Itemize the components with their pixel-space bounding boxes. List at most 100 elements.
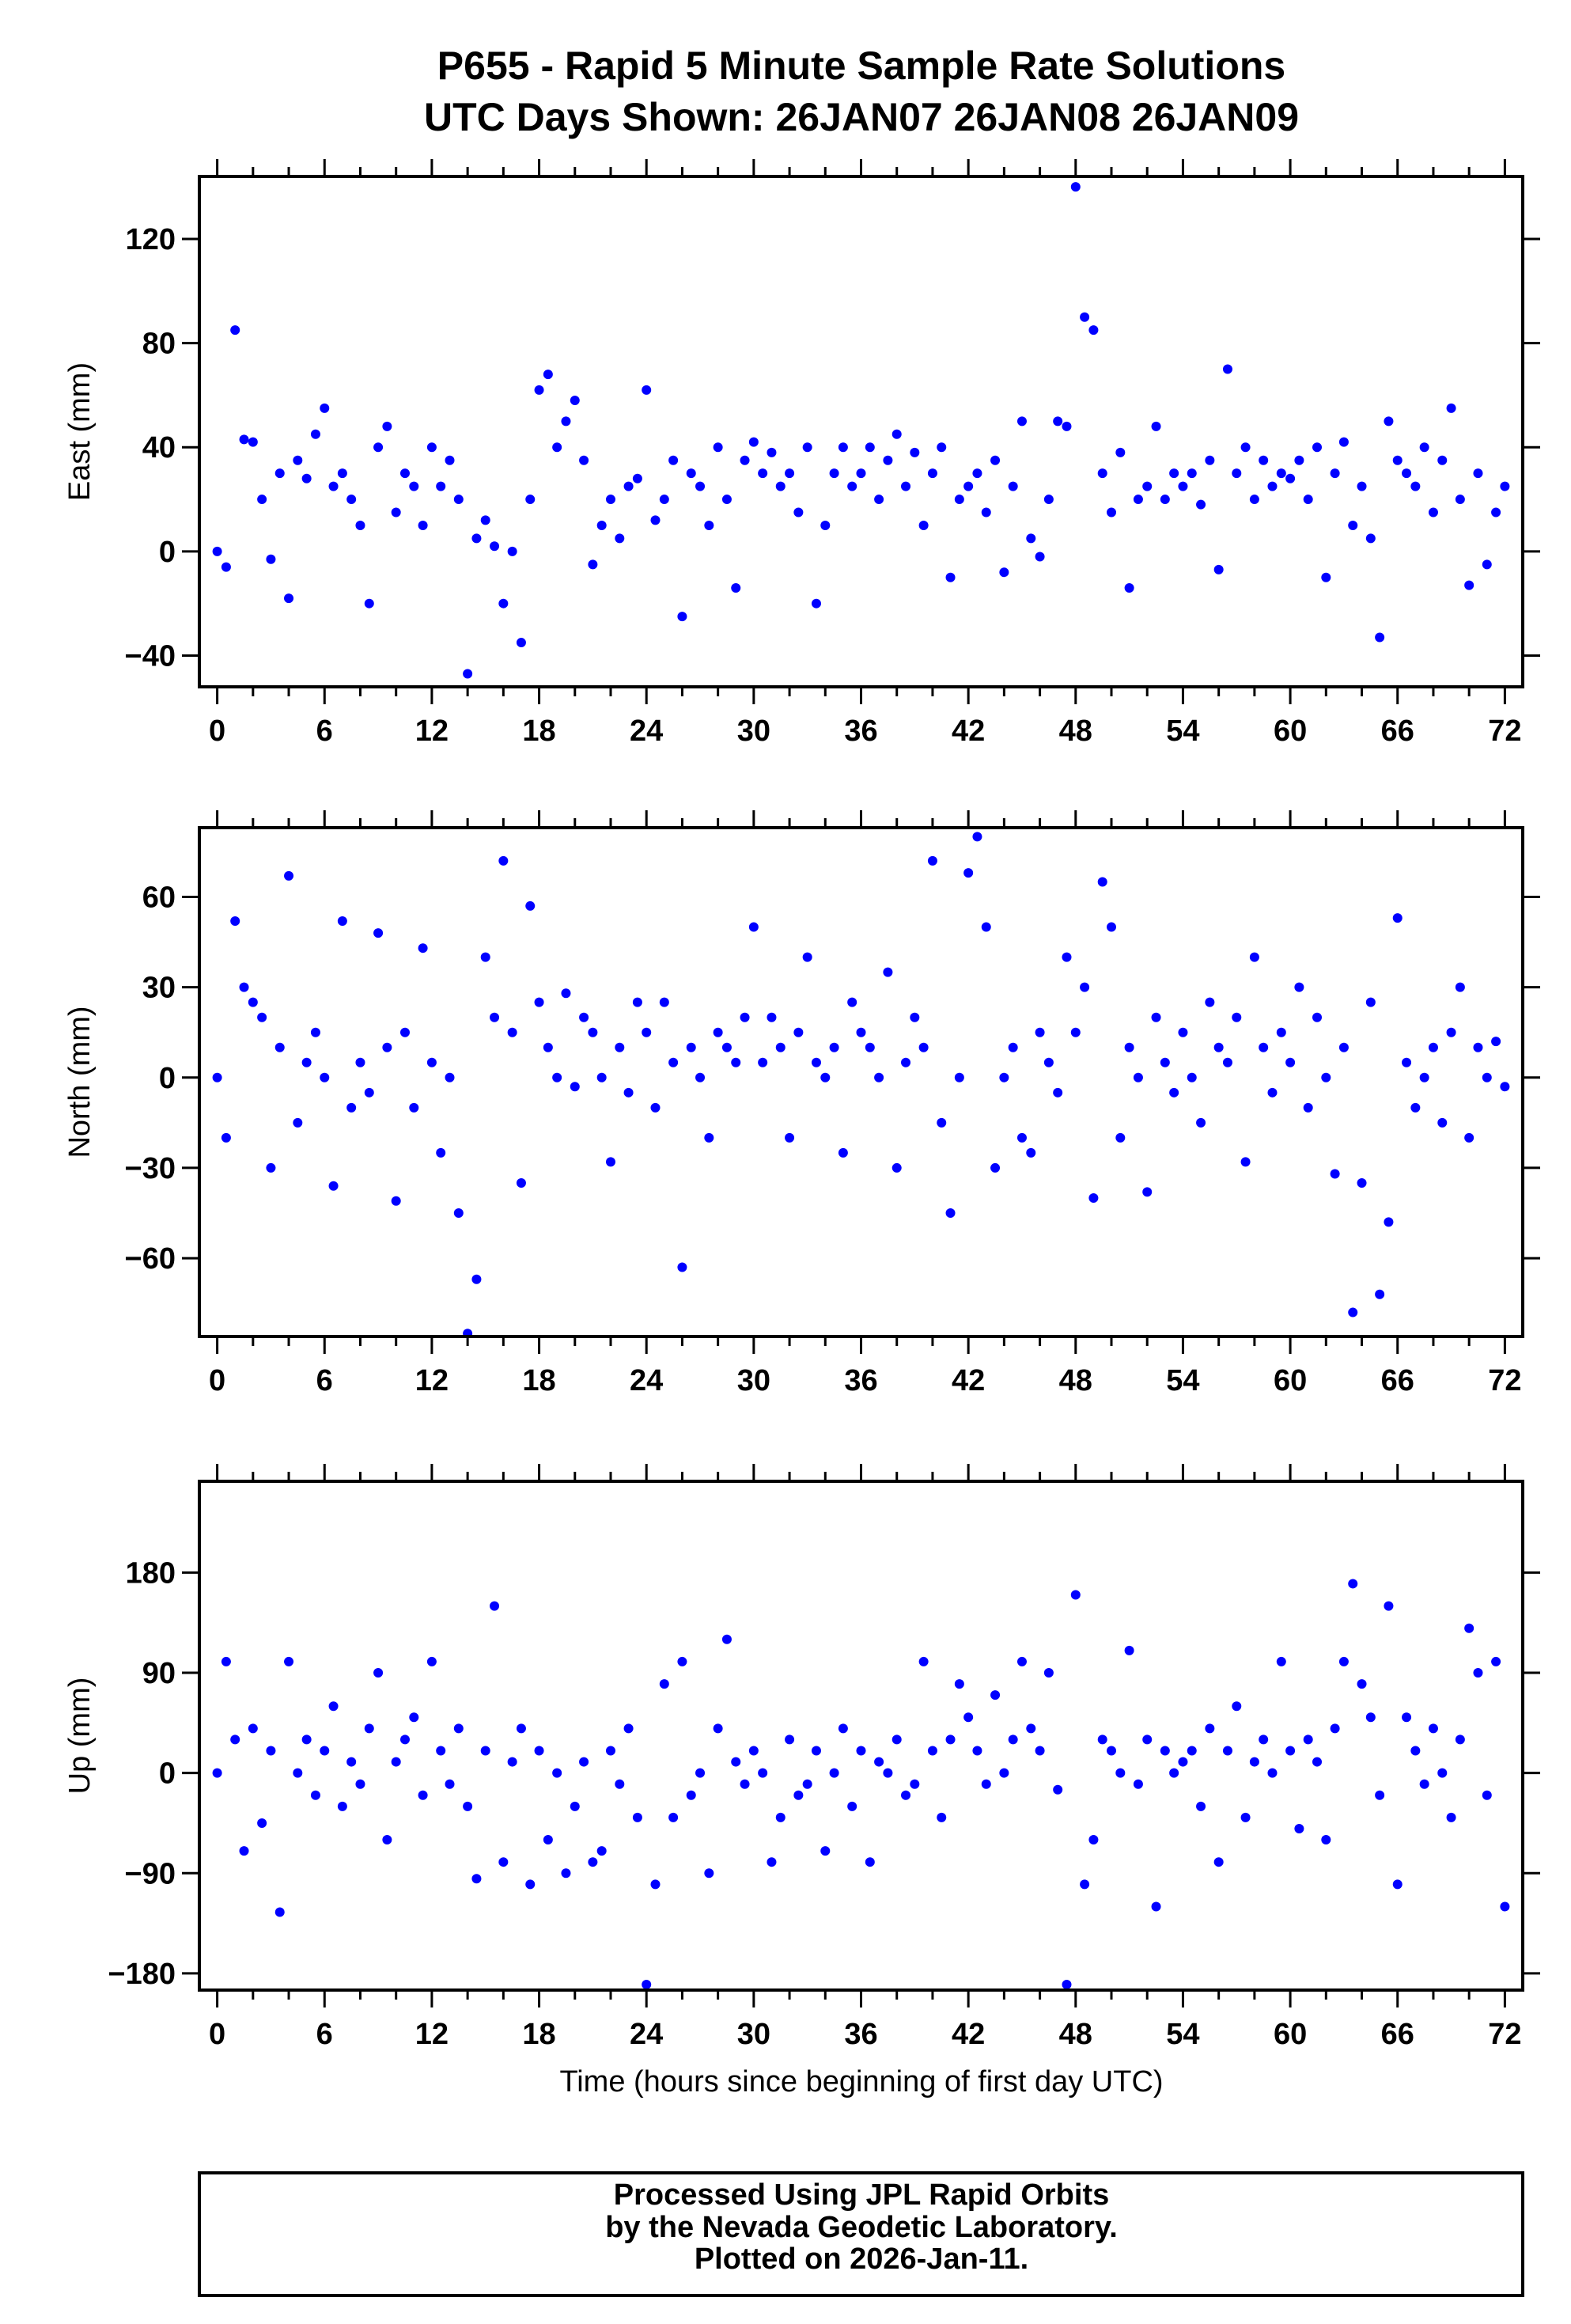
- data-point: [1500, 1082, 1510, 1092]
- data-point: [1267, 481, 1278, 491]
- data-point: [1276, 1027, 1286, 1037]
- data-point: [972, 1746, 982, 1756]
- data-point: [1178, 1757, 1188, 1767]
- data-point: [721, 495, 732, 505]
- data-point: [1321, 1835, 1331, 1845]
- data-point: [373, 442, 384, 453]
- data-point: [981, 922, 991, 932]
- data-point: [525, 495, 536, 505]
- y-tick-label: 60: [142, 881, 176, 915]
- data-point: [999, 1072, 1009, 1082]
- data-point: [1240, 1157, 1251, 1167]
- data-point: [1062, 421, 1072, 431]
- data-point: [1259, 455, 1269, 465]
- data-point: [901, 481, 911, 491]
- data-point: [721, 1634, 732, 1644]
- data-point: [775, 1812, 786, 1822]
- plot-frame: [198, 1480, 1524, 1992]
- x-tick-label: 24: [630, 1364, 663, 1397]
- data-point: [480, 952, 490, 962]
- data-point: [498, 598, 509, 608]
- data-point: [480, 515, 490, 525]
- data-point: [1464, 580, 1474, 590]
- data-point: [1205, 997, 1215, 1007]
- data-point: [1402, 468, 1412, 479]
- data-point: [1053, 1087, 1063, 1098]
- data-point: [1330, 1723, 1340, 1734]
- x-tick-label: 60: [1274, 2018, 1307, 2051]
- data-point: [1088, 1192, 1099, 1203]
- data-point: [579, 455, 589, 465]
- data-point: [445, 1779, 455, 1789]
- data-point: [937, 1812, 947, 1822]
- data-point: [1187, 1746, 1197, 1756]
- x-tick-label: 54: [1166, 715, 1199, 748]
- data-point: [767, 447, 777, 457]
- data-point: [525, 1879, 536, 1890]
- data-point: [355, 1779, 365, 1789]
- data-point: [1464, 1623, 1474, 1633]
- data-point: [1267, 1768, 1278, 1778]
- data-point: [1142, 1187, 1153, 1197]
- data-point: [1384, 1601, 1394, 1611]
- data-point: [480, 1746, 490, 1756]
- data-point: [748, 1746, 759, 1756]
- data-point: [1446, 1812, 1456, 1822]
- data-point: [1500, 481, 1510, 491]
- data-point: [1455, 982, 1465, 992]
- data-point: [239, 1846, 249, 1856]
- data-point: [891, 429, 902, 439]
- data-point: [704, 520, 714, 530]
- data-point: [266, 554, 276, 564]
- data-point: [1169, 468, 1179, 479]
- data-point: [963, 1712, 974, 1723]
- data-point: [1375, 1790, 1385, 1800]
- y-axis-label: North (mm): [63, 1006, 97, 1158]
- data-point: [1187, 1072, 1197, 1082]
- data-point: [856, 1746, 866, 1756]
- data-point: [1026, 1723, 1036, 1734]
- data-point: [1097, 468, 1107, 479]
- data-point: [856, 468, 866, 479]
- data-point: [972, 832, 982, 842]
- data-point: [453, 1208, 464, 1219]
- data-point: [659, 495, 669, 505]
- data-point: [364, 1723, 374, 1734]
- x-tick-label: 24: [630, 2018, 663, 2051]
- data-point: [364, 598, 374, 608]
- data-point: [1259, 1734, 1269, 1745]
- data-point: [382, 421, 392, 431]
- data-point: [623, 1723, 634, 1734]
- data-point: [1294, 982, 1304, 992]
- data-point: [391, 507, 401, 517]
- data-point: [1473, 1668, 1483, 1678]
- data-point: [650, 1879, 661, 1890]
- data-point: [740, 1779, 750, 1789]
- data-point: [1008, 1042, 1018, 1052]
- data-point: [1035, 1746, 1045, 1756]
- data-point: [829, 1042, 839, 1052]
- data-point: [677, 612, 687, 622]
- data-point: [445, 455, 455, 465]
- data-point: [320, 1746, 330, 1756]
- data-point: [1303, 495, 1313, 505]
- data-point: [426, 1656, 437, 1666]
- data-point: [1070, 182, 1081, 192]
- data-point: [257, 1818, 267, 1828]
- data-point: [1124, 1042, 1134, 1052]
- data-point: [856, 1027, 866, 1037]
- y-tick-label: 90: [142, 1657, 176, 1690]
- data-point: [436, 481, 446, 491]
- data-point: [999, 567, 1009, 578]
- data-point: [1384, 1217, 1394, 1227]
- data-point: [1026, 1147, 1036, 1158]
- data-point: [972, 468, 982, 479]
- data-point: [266, 1746, 276, 1756]
- data-point: [829, 468, 839, 479]
- data-point: [426, 1057, 437, 1067]
- data-point: [328, 1181, 339, 1191]
- data-point: [257, 1012, 267, 1022]
- data-point: [1142, 1734, 1153, 1745]
- data-point: [1151, 1901, 1161, 1912]
- data-point: [632, 473, 642, 483]
